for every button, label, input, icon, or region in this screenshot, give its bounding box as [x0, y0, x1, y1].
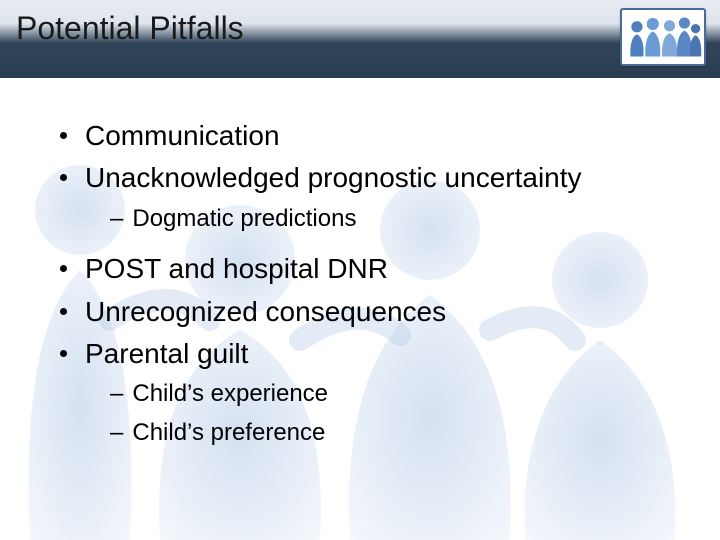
content-area: Communication Unacknowledged prognostic …	[0, 78, 720, 449]
bullet-dot-icon	[60, 132, 67, 139]
bullet-dash-icon: –	[110, 417, 123, 449]
bullet-dash-icon: –	[110, 378, 123, 410]
bullet-dot-icon	[60, 350, 67, 357]
bullet-dot-icon	[60, 308, 67, 315]
bullet-text: Dogmatic predictions	[132, 203, 356, 235]
bullet-item: Unrecognized consequences	[60, 294, 680, 330]
bullet-dot-icon	[60, 174, 67, 181]
bullet-item: Unacknowledged prognostic uncertainty	[60, 160, 680, 196]
bullet-sub-item: – Dogmatic predictions	[110, 203, 680, 235]
bullet-sub-item: – Child’s preference	[110, 417, 680, 449]
bullet-item: Parental guilt	[60, 336, 680, 372]
bullet-text: Unrecognized consequences	[85, 294, 446, 330]
slide: Potential Pitfalls	[0, 0, 720, 540]
bullet-text: Parental guilt	[85, 336, 248, 372]
bullet-text: POST and hospital DNR	[85, 251, 388, 287]
bullet-dot-icon	[60, 265, 67, 272]
title-bar: Potential Pitfalls	[0, 0, 720, 78]
bullet-text: Child’s preference	[132, 417, 325, 449]
bullet-item: Communication	[60, 118, 680, 154]
bullet-sub-item: – Child’s experience	[110, 378, 680, 410]
spacer	[60, 241, 680, 251]
slide-title: Potential Pitfalls	[16, 6, 244, 47]
logo	[620, 8, 706, 66]
bullet-item: POST and hospital DNR	[60, 251, 680, 287]
bullet-text: Communication	[85, 118, 280, 154]
bullet-dash-icon: –	[110, 203, 123, 235]
bullet-text: Child’s experience	[132, 378, 328, 410]
bullet-text: Unacknowledged prognostic uncertainty	[85, 160, 582, 196]
